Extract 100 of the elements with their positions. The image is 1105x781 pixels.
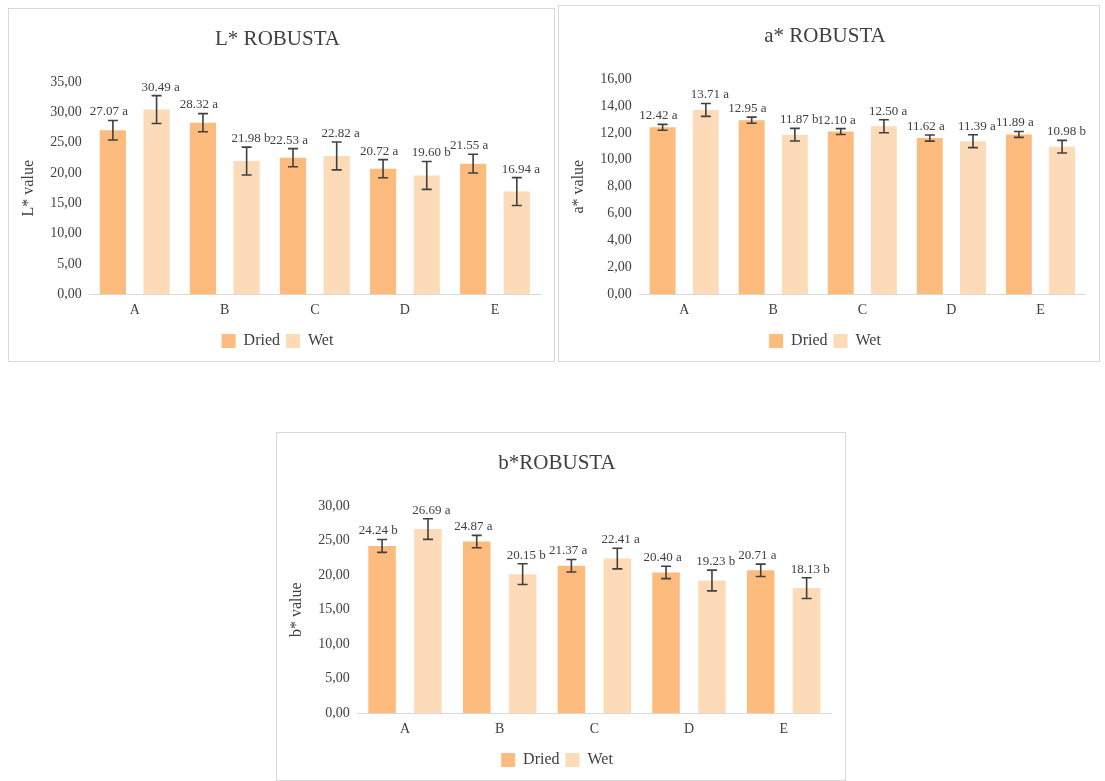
bar xyxy=(414,529,442,714)
x-tick-label: D xyxy=(946,302,957,318)
data-label: 19.60 b xyxy=(411,144,451,160)
data-label: 20.40 a xyxy=(643,549,683,565)
data-label: 10.98 b xyxy=(1047,123,1087,139)
y-tick-label: 20,00 xyxy=(50,164,82,180)
y-tick-label: 10,00 xyxy=(50,225,82,241)
data-label: 13.71 a xyxy=(690,86,730,102)
x-tick-label: B xyxy=(495,721,505,737)
data-label: 21.98 b xyxy=(231,130,271,146)
bar xyxy=(557,565,586,714)
bar xyxy=(960,141,986,295)
data-label: 20.71 a xyxy=(738,547,777,563)
bar xyxy=(99,130,126,295)
y-tick-label: 0,00 xyxy=(325,704,350,720)
legend-label: Wet xyxy=(308,331,334,349)
y-tick-label: 10,00 xyxy=(318,635,350,651)
y-tick-label: 4,00 xyxy=(607,232,632,248)
x-tick-label: E xyxy=(1036,302,1045,318)
bar xyxy=(189,122,217,295)
x-tick-label: C xyxy=(589,721,600,737)
bar xyxy=(508,574,537,714)
y-tick-label: 25,00 xyxy=(318,532,350,548)
x-tick-label: D xyxy=(399,302,410,318)
y-axis-title: b* value xyxy=(286,582,304,638)
y-tick-label: 16,00 xyxy=(600,70,632,86)
y-tick-label: 15,00 xyxy=(318,601,350,617)
data-label: 11.62 a xyxy=(906,117,945,133)
legend-label: Wet xyxy=(587,750,614,768)
y-tick-label: 10,00 xyxy=(600,151,632,167)
data-label: 11.39 a xyxy=(958,117,997,133)
data-label: 21.55 a xyxy=(449,137,489,153)
y-tick-label: 14,00 xyxy=(600,97,632,113)
bar xyxy=(652,572,680,714)
data-label: 12.95 a xyxy=(728,100,767,116)
y-tick-label: 12,00 xyxy=(600,124,632,140)
y-tick-label: 5,00 xyxy=(325,670,350,686)
data-label: 12.42 a xyxy=(639,107,678,123)
y-tick-label: 8,00 xyxy=(607,178,632,194)
data-label: 20.15 b xyxy=(506,546,546,562)
chart-title: a* ROBUSTA xyxy=(764,23,887,48)
x-tick-label: C xyxy=(310,302,320,318)
bar xyxy=(143,109,170,295)
data-label: 28.32 a xyxy=(179,96,219,112)
x-tick-label: A xyxy=(129,302,141,318)
chart-title: L* ROBUSTA xyxy=(215,26,341,51)
data-label: 20.72 a xyxy=(359,142,399,158)
data-label: 22.41 a xyxy=(601,531,641,547)
bar xyxy=(279,157,307,295)
x-tick-label: D xyxy=(683,721,695,737)
y-axis-title: L* value xyxy=(18,159,36,217)
bar xyxy=(738,120,765,295)
bar xyxy=(413,175,440,295)
y-tick-label: 30,00 xyxy=(318,497,350,513)
bar xyxy=(603,558,632,714)
y-tick-label: 30,00 xyxy=(50,104,82,120)
y-tick-label: 35,00 xyxy=(50,73,82,89)
y-tick-label: 15,00 xyxy=(50,195,82,211)
data-label: 27.07 a xyxy=(89,103,129,119)
x-tick-label: A xyxy=(399,721,411,737)
y-axis-title: a* value xyxy=(568,159,586,214)
bar xyxy=(916,138,943,295)
data-label: 12.10 a xyxy=(817,111,856,127)
x-tick-label: B xyxy=(220,302,230,318)
y-tick-label: 0,00 xyxy=(57,285,82,301)
bar xyxy=(649,127,676,295)
bar xyxy=(1005,134,1032,295)
data-label: 11.87 b xyxy=(779,111,819,127)
x-tick-label: C xyxy=(857,302,868,318)
data-label: 19.23 b xyxy=(696,553,736,569)
bar xyxy=(369,168,397,295)
bar xyxy=(323,155,350,295)
data-label: 11.89 a xyxy=(996,114,1035,130)
data-label: 12.50 a xyxy=(868,102,908,118)
x-tick-label: B xyxy=(768,302,778,318)
x-tick-label: E xyxy=(490,302,500,318)
data-label: 22.53 a xyxy=(269,131,309,147)
bar xyxy=(503,191,530,295)
bar xyxy=(746,570,775,714)
bar xyxy=(233,161,260,295)
legend-label: Dried xyxy=(243,331,281,349)
legend-label: Dried xyxy=(523,750,560,768)
x-tick-label: A xyxy=(679,302,691,318)
bar xyxy=(692,109,719,295)
y-tick-label: 20,00 xyxy=(318,566,350,582)
y-tick-label: 0,00 xyxy=(607,285,632,301)
legend-label: Wet xyxy=(855,331,882,349)
data-label: 21.37 a xyxy=(548,542,588,558)
y-tick-label: 2,00 xyxy=(607,259,632,274)
bar xyxy=(1049,146,1076,295)
legend-label: Dried xyxy=(791,331,828,349)
data-label: 24.24 b xyxy=(358,522,398,538)
y-tick-label: 25,00 xyxy=(50,134,82,150)
y-tick-label: 6,00 xyxy=(607,205,632,221)
bar xyxy=(781,134,808,295)
data-label: 22.82 a xyxy=(321,124,361,140)
y-tick-label: 5,00 xyxy=(57,255,82,271)
bar xyxy=(368,545,396,714)
x-tick-label: E xyxy=(779,721,788,737)
data-label: 16.94 a xyxy=(501,160,541,176)
